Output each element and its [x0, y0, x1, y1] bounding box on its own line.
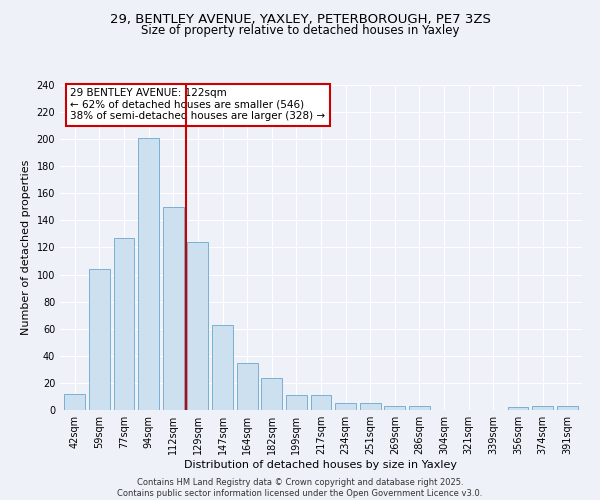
Bar [212, 324, 233, 410]
Text: Size of property relative to detached houses in Yaxley: Size of property relative to detached ho… [141, 24, 459, 37]
Bar [236, 362, 257, 410]
Bar [261, 378, 282, 410]
Bar [187, 242, 208, 410]
Bar [385, 406, 406, 410]
Text: 29, BENTLEY AVENUE, YAXLEY, PETERBOROUGH, PE7 3ZS: 29, BENTLEY AVENUE, YAXLEY, PETERBOROUGH… [110, 12, 490, 26]
Bar [286, 395, 307, 410]
Bar [311, 395, 331, 410]
Bar [557, 406, 578, 410]
Bar [508, 408, 529, 410]
Y-axis label: Number of detached properties: Number of detached properties [21, 160, 31, 335]
Bar [138, 138, 159, 410]
Bar [360, 403, 381, 410]
Bar [113, 238, 134, 410]
X-axis label: Distribution of detached houses by size in Yaxley: Distribution of detached houses by size … [185, 460, 458, 470]
Bar [409, 406, 430, 410]
Bar [335, 403, 356, 410]
Text: Contains HM Land Registry data © Crown copyright and database right 2025.
Contai: Contains HM Land Registry data © Crown c… [118, 478, 482, 498]
Bar [163, 207, 184, 410]
Text: 29 BENTLEY AVENUE: 122sqm
← 62% of detached houses are smaller (546)
38% of semi: 29 BENTLEY AVENUE: 122sqm ← 62% of detac… [70, 88, 326, 122]
Bar [532, 406, 553, 410]
Bar [89, 269, 110, 410]
Bar [64, 394, 85, 410]
